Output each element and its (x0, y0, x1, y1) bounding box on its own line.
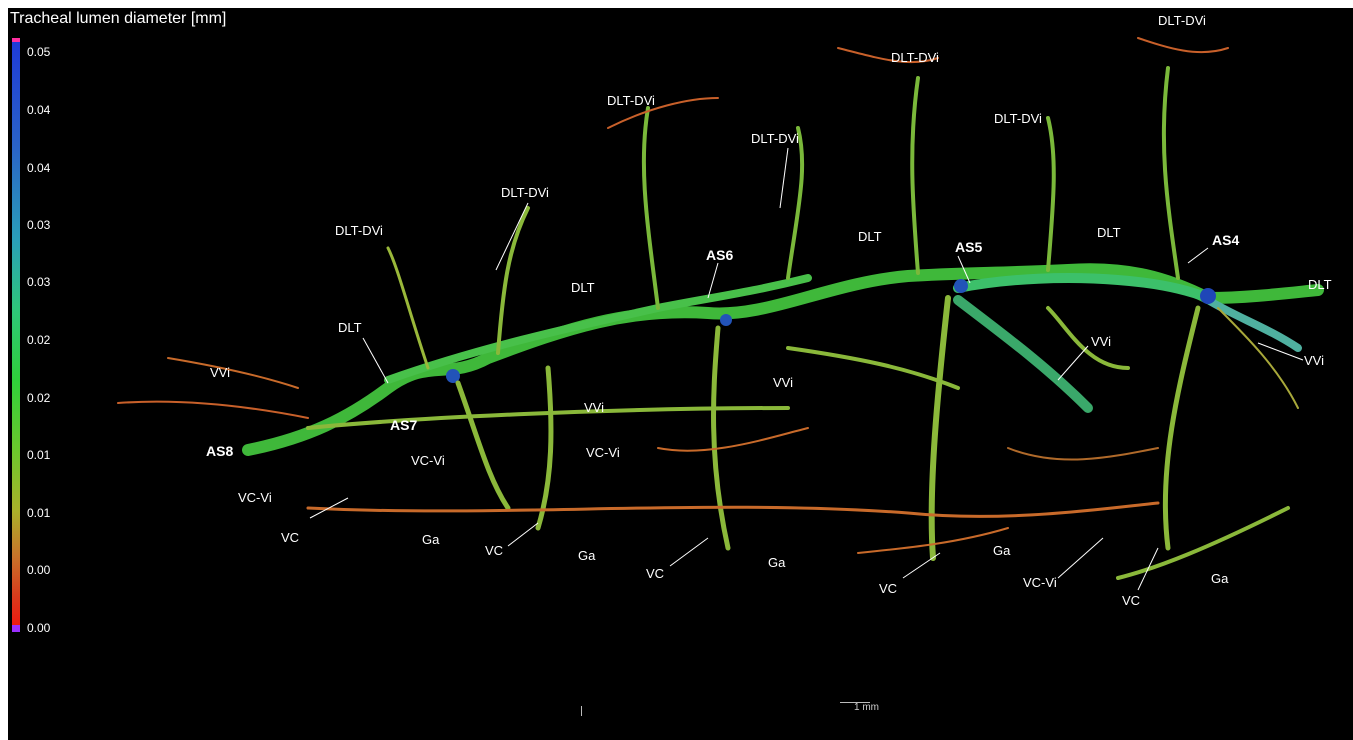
colorbar (12, 42, 20, 626)
label-as7: AS7 (390, 417, 418, 433)
colorbar-min-cap (12, 625, 20, 632)
label-ga: Ga (993, 543, 1011, 558)
colorbar-tick: 0.04 (27, 161, 51, 175)
label-vc: VC (646, 566, 665, 581)
colorbar-tick: 0.05 (27, 45, 51, 59)
label-as4: AS4 (1212, 232, 1240, 248)
label-dlt: DLT (338, 320, 362, 335)
colorbar-tick: 0.02 (27, 391, 51, 405)
scale-bar-tick (581, 706, 582, 716)
colorbar-tick: 0.01 (27, 506, 51, 520)
render-viewport: Tracheal lumen diameter [mm] 0.05 0.04 0… (8, 8, 1353, 740)
label-dlt-dvi: DLT-DVi (335, 223, 383, 238)
label-vvi: VVi (773, 375, 793, 390)
label-vc-vi: VC-Vi (586, 445, 620, 460)
label-dlt: DLT (1097, 225, 1121, 240)
label-dlt: DLT (571, 280, 595, 295)
label-as5: AS5 (955, 239, 983, 255)
label-ga: Ga (1211, 571, 1229, 586)
colorbar-tick: 0.04 (27, 103, 51, 117)
label-vc-vi: VC-Vi (238, 490, 272, 505)
legend-title: Tracheal lumen diameter [mm] (10, 10, 227, 27)
label-ga: Ga (768, 555, 786, 570)
label-vc-vi: VC-Vi (1023, 575, 1057, 590)
label-dlt-dvi: DLT-DVi (607, 93, 655, 108)
colorbar-tick: 0.00 (27, 563, 51, 577)
label-dlt: DLT (1308, 277, 1332, 292)
label-dlt-dvi: DLT-DVi (891, 50, 939, 65)
tracheal-network-render (117, 37, 1324, 580)
scale-bar (840, 702, 870, 703)
label-ga: Ga (422, 532, 440, 547)
label-dlt-dvi: DLT-DVi (1158, 13, 1206, 28)
label-vc: VC (879, 581, 898, 596)
colorbar-tick: 0.02 (27, 333, 51, 347)
label-ga: Ga (578, 548, 596, 563)
colorbar-max-cap (12, 38, 20, 45)
label-as8: AS8 (206, 443, 234, 459)
label-vc: VC (1122, 593, 1141, 608)
colorbar-tick: 0.03 (27, 275, 51, 289)
label-vvi: VVi (1304, 353, 1324, 368)
label-vvi: VVi (210, 365, 230, 380)
colorbar-tick: 0.00 (27, 621, 51, 635)
label-vvi: VVi (1091, 334, 1111, 349)
label-dlt-dvi: DLT-DVi (501, 185, 549, 200)
label-leader-lines (309, 147, 1304, 591)
colorbar-tick: 0.01 (27, 448, 51, 462)
label-vvi: VVi (584, 400, 604, 415)
label-vc: VC (485, 543, 504, 558)
scale-bar-label: 1 mm (854, 702, 879, 713)
label-vc: VC (281, 530, 300, 545)
label-vc-vi: VC-Vi (411, 453, 445, 468)
label-dlt-dvi: DLT-DVi (994, 111, 1042, 126)
label-as6: AS6 (706, 247, 734, 263)
label-dlt: DLT (858, 229, 882, 244)
label-dlt-dvi: DLT-DVi (751, 131, 799, 146)
colorbar-tick: 0.03 (27, 218, 51, 232)
